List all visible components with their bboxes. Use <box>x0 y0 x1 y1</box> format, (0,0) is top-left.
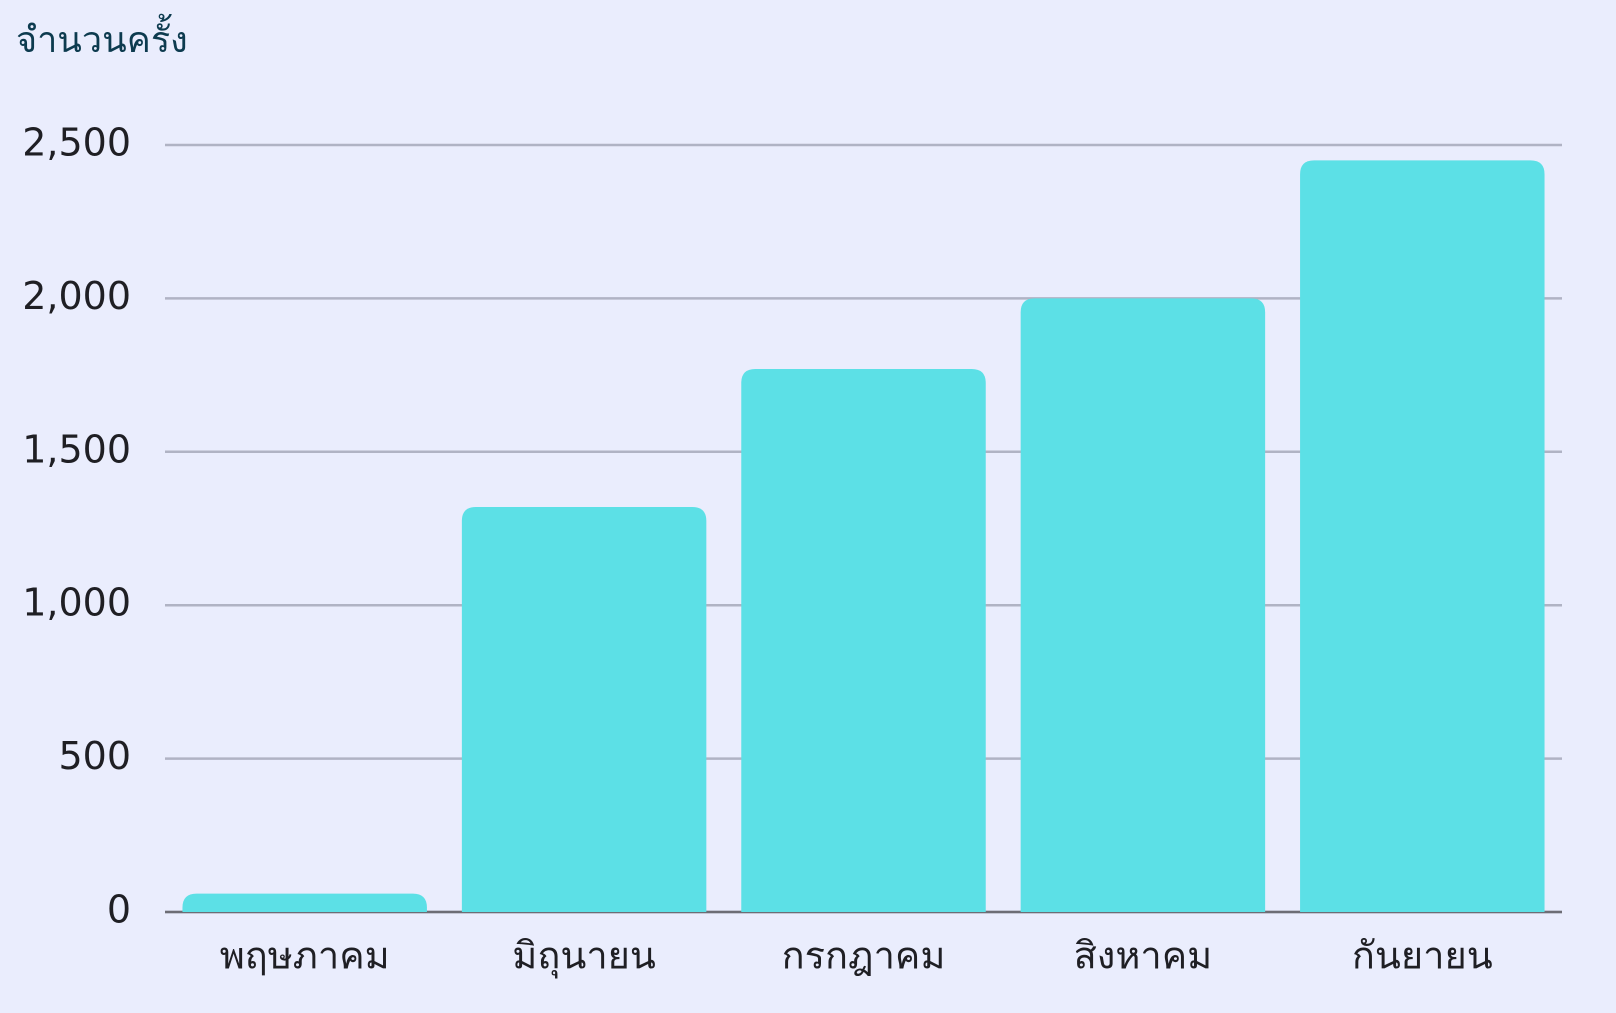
y-tick-label: 2,000 <box>22 274 131 318</box>
y-tick-label: 1,000 <box>22 581 131 625</box>
bar <box>1020 298 1266 912</box>
y-tick-label: 2,500 <box>22 121 131 165</box>
x-tick-label: กรกฎาคม <box>782 934 946 978</box>
y-tick-label: 1,500 <box>22 427 131 471</box>
x-tick-label: มิถุนายน <box>512 934 656 979</box>
y-tick-label: 500 <box>58 734 131 778</box>
y-tick-label: 0 <box>107 888 131 932</box>
bar <box>1300 160 1545 913</box>
x-tick-label: พฤษภาคม <box>220 934 390 978</box>
bar <box>461 507 707 912</box>
bar <box>741 368 986 912</box>
x-tick-label: กันยายน <box>1352 934 1493 978</box>
x-tick-label: สิงหาคม <box>1074 934 1213 978</box>
y-axis-title: จำนวนครั้ง <box>16 13 188 61</box>
bar <box>182 893 427 912</box>
